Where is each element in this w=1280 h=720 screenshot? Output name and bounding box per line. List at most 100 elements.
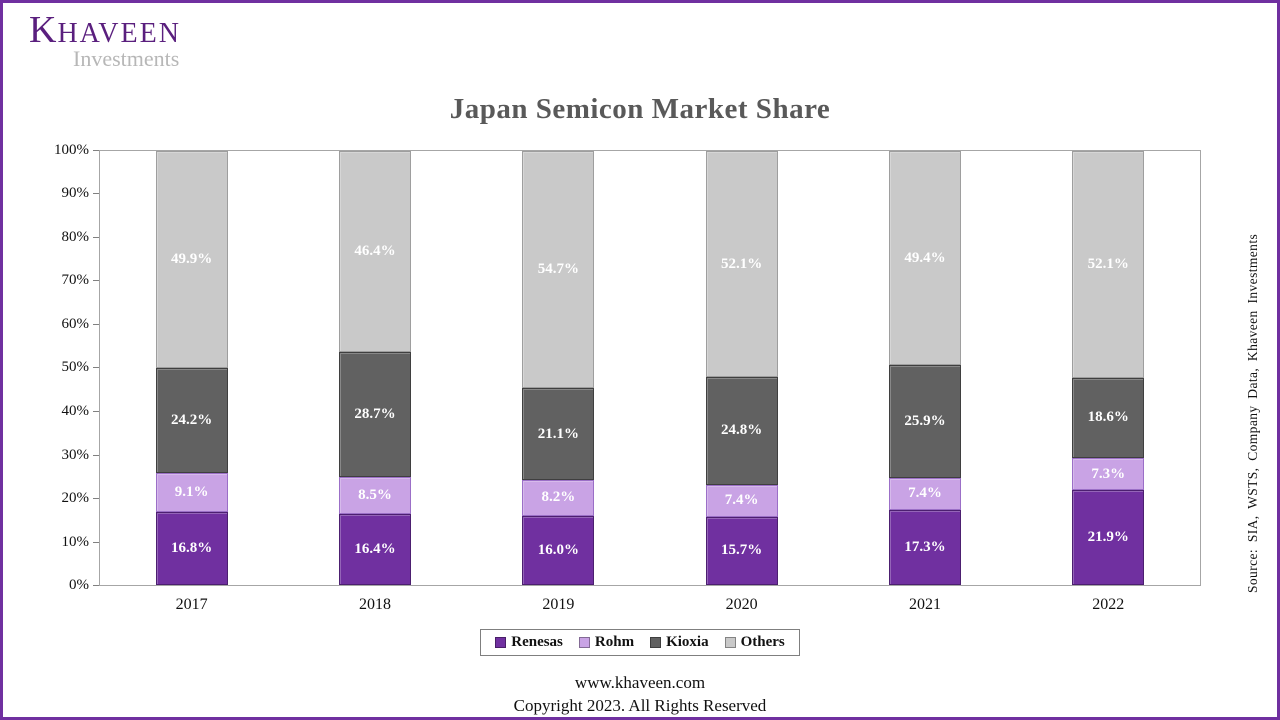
segment-rohm-2017: 9.1% [155, 472, 228, 513]
segment-kioxia-2020: 24.8% [705, 377, 778, 485]
bar-2019: 54.7% 21.1% 8.2% 16.0% 2019 [522, 151, 595, 613]
source-note: Source: SIA, WSTS, Company Data, Khaveen… [1245, 233, 1260, 593]
segment-others-2020: 52.1% [705, 151, 778, 378]
footer-website: www.khaveen.com [574, 673, 706, 692]
y-tick-mark [93, 236, 99, 238]
y-tick-mark [93, 454, 99, 456]
segment-value-label: 7.3% [1091, 465, 1126, 482]
segment-value-label: 21.1% [537, 425, 579, 442]
segment-kioxia-2022: 18.6% [1072, 377, 1145, 459]
segment-others-2017: 49.9% [155, 151, 228, 368]
segment-value-label: 24.8% [721, 422, 763, 439]
y-tick-label: 60% [61, 315, 90, 332]
y-tick-mark [93, 149, 99, 151]
bar-2017: 49.9% 24.2% 9.1% 16.8% 2017 [155, 151, 228, 613]
y-tick-label: 20% [61, 490, 90, 507]
segment-renesas-2020: 15.7% [705, 516, 778, 585]
bar-2020: 52.1% 24.8% 7.4% 15.7% 2020 [705, 151, 778, 613]
legend-wrap: Renesas Rohm Kioxia Others [3, 629, 1277, 656]
segment-value-label: 18.6% [1087, 409, 1129, 426]
segment-others-2022: 52.1% [1072, 151, 1145, 378]
legend-item-rohm: Rohm [578, 634, 635, 651]
segment-rohm-2022: 7.3% [1072, 458, 1145, 490]
x-axis-label-2021: 2021 [908, 596, 941, 613]
x-axis-label-2017: 2017 [175, 596, 208, 613]
segment-renesas-2017: 16.8% [155, 512, 228, 585]
y-tick-label: 10% [61, 533, 90, 550]
segment-value-label: 21.9% [1087, 528, 1129, 545]
brand-wordmark-rest: HAVEEN [57, 18, 181, 49]
brand-wordmark-initial: K [29, 9, 58, 51]
y-tick-label: 30% [61, 446, 90, 463]
x-axis-label-2018: 2018 [358, 596, 391, 613]
segment-rohm-2019: 8.2% [522, 479, 595, 516]
legend-label-kioxia: Kioxia [666, 634, 709, 650]
y-tick-mark [93, 280, 99, 282]
legend: Renesas Rohm Kioxia Others [480, 629, 800, 656]
segment-value-label: 54.7% [537, 261, 579, 278]
segment-rohm-2018: 8.5% [338, 476, 411, 514]
segment-kioxia-2017: 24.2% [155, 367, 228, 473]
legend-swatch-rohm [578, 637, 590, 648]
stacked-bar-chart: 100% 90% 80% 70% 60% 50% 40% 30% 20% 10% 0% 49.9% 2… [35, 142, 1201, 613]
segment-value-label: 8.2% [541, 489, 576, 506]
segment-kioxia-2021: 25.9% [888, 365, 961, 478]
legend-item-kioxia: Kioxia [650, 634, 709, 651]
segment-value-label: 24.2% [171, 411, 213, 428]
segment-others-2018: 46.4% [338, 151, 411, 353]
segment-kioxia-2018: 28.7% [338, 352, 411, 477]
segment-value-label: 17.3% [904, 538, 946, 555]
y-tick-label: 100% [54, 141, 89, 158]
bar-2021: 49.4% 25.9% 7.4% 17.3% 2021 [888, 151, 961, 613]
y-tick-mark [93, 585, 99, 587]
segment-value-label: 46.4% [354, 243, 396, 260]
y-tick-label: 40% [61, 403, 90, 420]
x-axis-label-2022: 2022 [1092, 596, 1125, 613]
y-axis: 100% 90% 80% 70% 60% 50% 40% 30% 20% 10% 0% [35, 142, 99, 593]
bar-2022: 52.1% 18.6% 7.3% 21.9% 2022 [1072, 151, 1145, 613]
segment-value-label: 16.8% [171, 540, 213, 557]
segment-renesas-2021: 17.3% [888, 509, 961, 585]
chart-title: Japan Semicon Market Share [449, 93, 831, 125]
legend-swatch-kioxia [650, 637, 662, 648]
brand-subtitle: Investments [73, 45, 180, 71]
y-tick-label: 50% [61, 359, 90, 376]
y-tick-mark [93, 411, 99, 413]
y-tick-label: 90% [61, 185, 90, 202]
legend-swatch-others [724, 637, 736, 648]
legend-label-others: Others [740, 634, 785, 650]
segment-value-label: 16.4% [354, 540, 396, 557]
segment-value-label: 8.5% [358, 486, 392, 503]
segment-rohm-2021: 7.4% [888, 477, 961, 510]
segment-value-label: 9.1% [174, 483, 209, 500]
brand-logo: KHAVEEN Investments [29, 9, 181, 71]
x-axis-label-2019: 2019 [542, 596, 575, 613]
bar-2018: 46.4% 28.7% 8.5% 16.4% 2018 [338, 151, 411, 613]
segment-value-label: 52.1% [1087, 256, 1129, 273]
legend-label-rohm: Rohm [594, 634, 635, 650]
footer-copyright: Copyright 2023. All Rights Reserved [513, 696, 767, 716]
y-tick-mark [93, 541, 99, 543]
segment-others-2019: 54.7% [522, 151, 595, 389]
segment-value-label: 28.7% [354, 406, 396, 423]
segment-kioxia-2019: 21.1% [522, 388, 595, 480]
segment-value-label: 7.4% [908, 485, 942, 502]
segment-value-label: 7.4% [724, 492, 759, 509]
segment-value-label: 15.7% [721, 542, 763, 559]
legend-swatch-renesas [495, 637, 507, 648]
plot-area: 49.9% 24.2% 9.1% 16.8% 2017 46.4% 28.7% 8.5% 16.… [99, 150, 1201, 613]
footer: www.khaveen.com Copyright 2023. All Righ… [3, 671, 1277, 717]
segment-renesas-2019: 16.0% [522, 515, 595, 585]
legend-label-renesas: Renesas [511, 634, 563, 650]
y-tick-label: 70% [61, 272, 90, 289]
segment-value-label: 49.4% [904, 249, 946, 266]
segment-value-label: 16.0% [537, 541, 579, 558]
segment-rohm-2020: 7.4% [705, 484, 778, 517]
x-axis-label-2020: 2020 [725, 596, 758, 613]
segment-renesas-2022: 21.9% [1072, 489, 1145, 585]
y-tick-label: 0% [69, 577, 89, 594]
brand-wordmark: KHAVEEN [29, 9, 181, 51]
segment-value-label: 49.9% [171, 250, 213, 267]
legend-item-others: Others [724, 634, 785, 651]
